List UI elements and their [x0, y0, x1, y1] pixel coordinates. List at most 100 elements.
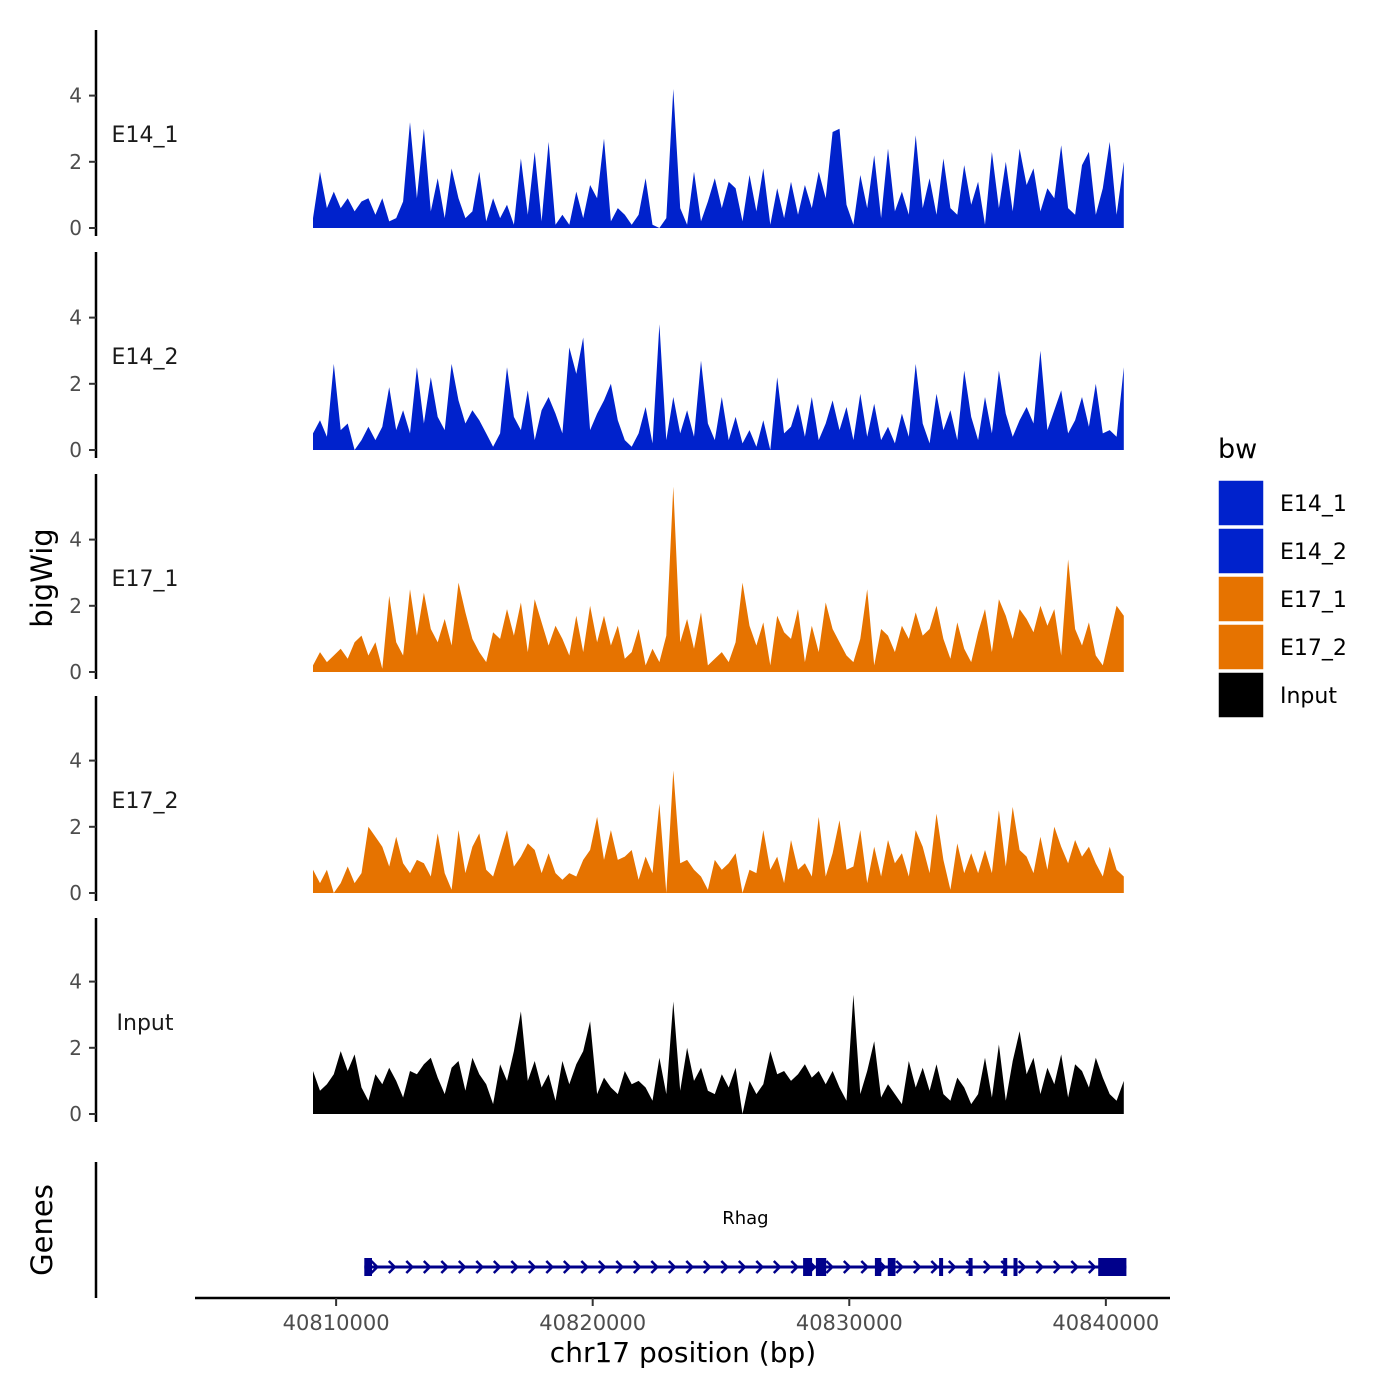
legend: bw E14_1 E14_2 E17_1 E17_2 Input	[1217, 434, 1347, 719]
strand-arrow	[475, 1260, 485, 1274]
y-tick-label: 4	[69, 84, 82, 108]
track-panel: 0 2 4 E14_1	[69, 30, 1124, 240]
strand-arrow	[737, 1260, 747, 1274]
strand-arrow	[842, 1260, 852, 1274]
genes-axis-title: Genes	[25, 1184, 59, 1276]
track-label: E14_1	[112, 123, 179, 148]
strand-arrow	[650, 1260, 660, 1274]
strand-arrow	[912, 1260, 922, 1274]
strand-arrow	[457, 1260, 467, 1274]
strand-arrow	[947, 1260, 957, 1274]
y-axis-title: bigWig	[25, 528, 59, 627]
gene-exon	[815, 1258, 827, 1276]
x-axis: 40810000 40820000 40830000 40840000	[195, 1296, 1170, 1335]
legend-swatch	[1217, 623, 1265, 671]
strand-arrow	[702, 1260, 712, 1274]
track-label: E17_2	[112, 789, 179, 814]
strand-arrow	[597, 1260, 607, 1274]
strand-arrow	[1087, 1260, 1097, 1274]
strand-arrow	[632, 1260, 642, 1274]
signal-area	[313, 770, 1124, 893]
strand-arrow	[492, 1260, 502, 1274]
gene-name-label: Rhag	[722, 1208, 768, 1229]
legend-swatch	[1217, 671, 1265, 719]
x-tick-label: 40820000	[539, 1311, 646, 1335]
gene-track: Rhag	[94, 1162, 1127, 1298]
x-tick-label: 40840000	[1052, 1311, 1159, 1335]
legend-label: E14_1	[1280, 492, 1347, 517]
track-panel: 0 2 4 Input	[69, 918, 1124, 1126]
legend-swatch	[1217, 527, 1265, 575]
strand-arrow	[580, 1260, 590, 1274]
y-tick-label: 2	[69, 150, 82, 174]
strand-arrow	[387, 1260, 397, 1274]
track-panel: 0 2 4 E14_2	[69, 252, 1124, 462]
strand-arrow	[440, 1260, 450, 1274]
y-tick-label: 0	[69, 216, 82, 240]
track-label: E17_1	[112, 567, 179, 592]
y-tick-label: 2	[69, 594, 82, 618]
track-panel: 0 2 4 E17_1	[69, 474, 1124, 684]
strand-arrow	[860, 1260, 870, 1274]
strand-arrow	[527, 1260, 537, 1274]
track-label: E14_2	[112, 345, 179, 370]
strand-arrow	[667, 1260, 677, 1274]
y-tick-label: 0	[69, 1102, 82, 1126]
gene-exon	[364, 1258, 372, 1276]
y-tick-label: 2	[69, 1036, 82, 1060]
strand-arrow	[405, 1260, 415, 1274]
legend-title: bw	[1218, 434, 1257, 465]
strand-arrow	[720, 1260, 730, 1274]
track-panels: 0 2 4 E14_1 0 2 4 E14_2 0 2 4 E17_1 0 2 4 E17_2 0 2 4 Input	[69, 30, 1124, 1126]
gene-exon	[968, 1258, 973, 1276]
y-tick-label: 0	[69, 438, 82, 462]
gene-exon	[887, 1258, 896, 1276]
legend-swatch	[1217, 575, 1265, 623]
strand-arrow	[615, 1260, 625, 1274]
y-tick-label: 0	[69, 660, 82, 684]
x-tick-label: 40830000	[796, 1311, 903, 1335]
signal-area	[313, 486, 1124, 672]
strand-arrow	[1052, 1260, 1062, 1274]
strand-arrow	[1070, 1260, 1080, 1274]
strand-arrow	[562, 1260, 572, 1274]
gene-exon	[803, 1258, 813, 1276]
strand-arrow	[685, 1260, 695, 1274]
strand-arrow	[510, 1260, 520, 1274]
signal-area	[313, 324, 1124, 450]
y-tick-label: 4	[69, 306, 82, 330]
strand-arrow	[755, 1260, 765, 1274]
legend-label: Input	[1280, 684, 1337, 709]
legend-label: E17_1	[1280, 588, 1347, 613]
y-tick-label: 0	[69, 881, 82, 905]
gene-exon	[1003, 1258, 1008, 1276]
gene-exon	[1098, 1258, 1127, 1276]
signal-area	[313, 89, 1124, 228]
legend-label: E17_2	[1280, 636, 1347, 661]
strand-arrow	[1035, 1260, 1045, 1274]
strand-arrow	[825, 1260, 835, 1274]
y-tick-label: 2	[69, 815, 82, 839]
strand-arrow	[772, 1260, 782, 1274]
strand-arrow	[790, 1260, 800, 1274]
strand-arrow	[930, 1260, 940, 1274]
track-label: Input	[117, 1011, 174, 1036]
strand-arrow	[982, 1260, 992, 1274]
gene-exon	[939, 1258, 944, 1276]
strand-arrow	[1017, 1260, 1027, 1274]
legend-label: E14_2	[1280, 540, 1347, 565]
y-tick-label: 4	[69, 970, 82, 994]
strand-arrow	[370, 1260, 380, 1274]
strand-arrow	[895, 1260, 905, 1274]
legend-swatch	[1217, 479, 1265, 527]
strand-arrow	[545, 1260, 555, 1274]
strand-arrow	[422, 1260, 432, 1274]
track-panel: 0 2 4 E17_2	[69, 696, 1124, 905]
x-tick-label: 40810000	[283, 1311, 390, 1335]
y-tick-label: 4	[69, 528, 82, 552]
gene-exon	[1013, 1258, 1018, 1276]
signal-area	[313, 994, 1124, 1114]
gene-exon	[874, 1258, 882, 1276]
x-axis-title: chr17 position (bp)	[550, 1336, 816, 1369]
